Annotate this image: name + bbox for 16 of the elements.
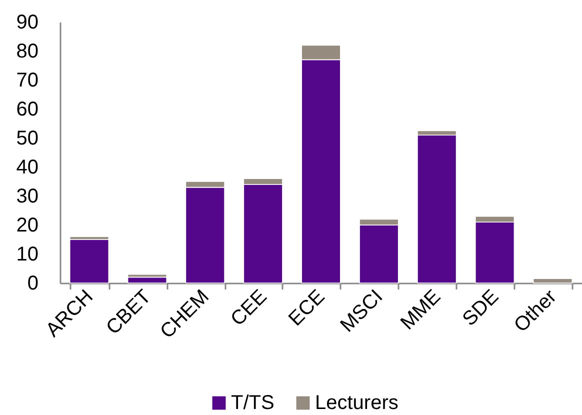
y-tick-label: 10 xyxy=(16,244,38,266)
bar xyxy=(69,239,110,284)
y-tick-label: 70 xyxy=(16,70,38,92)
y-tick-label: 80 xyxy=(16,40,38,62)
y-tick-label: 0 xyxy=(27,272,38,294)
bar xyxy=(532,278,573,284)
legend-label: Lecturers xyxy=(315,392,398,414)
bar xyxy=(417,134,457,284)
y-tick-label: 20 xyxy=(16,214,38,236)
y-tick-label: 90 xyxy=(16,12,38,34)
y-tick-label: 40 xyxy=(16,156,38,178)
y-tick-label: 50 xyxy=(16,128,38,150)
legend-label: T/TS xyxy=(231,392,274,414)
y-tick-label: 60 xyxy=(16,98,38,120)
y-tick-label: 30 xyxy=(16,186,38,208)
bar xyxy=(127,276,167,284)
